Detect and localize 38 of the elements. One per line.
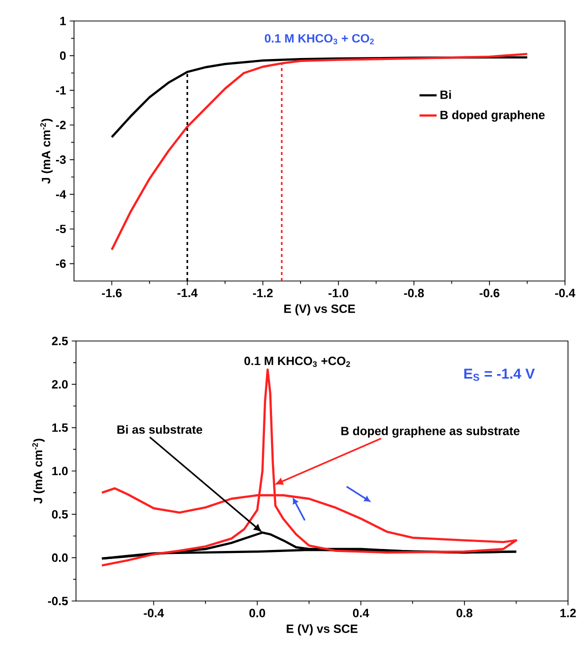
y-tick-label: -4 [56,190,66,198]
x-tick-label: 1.2 [560,608,576,618]
annotation: E$_{S}$ = -1.4 V [464,368,535,381]
y-tick-label: -0.5 [48,596,68,606]
annotation: B doped graphene as substrate [341,426,520,438]
y-tick-label: -1 [56,86,66,94]
x-tick-label: 0.0 [249,608,266,618]
x-tick-label: -1.2 [252,288,273,298]
y-tick-label: 0.5 [52,510,68,519]
y-tick-label: 1.5 [52,423,68,432]
y-tick-label: -5 [56,224,66,234]
legend-label: B doped graphene [440,110,545,122]
y-tick-label: 2.0 [52,380,68,389]
legend-label: Bi [440,90,451,99]
x-tick-label: -1.4 [177,288,198,298]
annotation: Bi as substrate [117,425,202,434]
x-tick-label: 0.4 [352,608,370,618]
y-tick-label: -3 [56,155,66,164]
y-tick-label: -2 [56,120,66,130]
x-tick-label: -0.6 [480,288,500,298]
x-axis-title: E (V) vs SCE [286,624,358,636]
y-tick-label: 1.0 [52,466,68,476]
y-tick-label: 1 [60,16,66,26]
x-tick-label: 0.8 [456,608,472,618]
x-tick-label: -0.4 [555,288,576,298]
x-tick-label: -0.4 [144,608,164,618]
annotation: 0.1 M KHCO$_{3}$ + CO$_{2}$ [264,34,374,44]
x-tick-label: -1.6 [102,288,122,298]
y-tick-label: 2.5 [52,336,68,346]
x-tick-label: -1.0 [328,288,348,298]
y-tick-label: 0 [60,51,66,60]
y-tick-label: -6 [56,259,66,268]
y-axis-title: J (mA cm$^{-2}$) [32,438,45,504]
x-tick-label: -0.8 [404,288,424,298]
x-axis-title: E (V) vs SCE [284,304,356,316]
annotation: 0.1 M KHCO$_{3}$ +CO$_{2}$ [244,356,350,367]
y-axis-title: J (mA cm$^{-2}$) [40,118,53,184]
y-tick-label: 0.0 [52,553,68,562]
